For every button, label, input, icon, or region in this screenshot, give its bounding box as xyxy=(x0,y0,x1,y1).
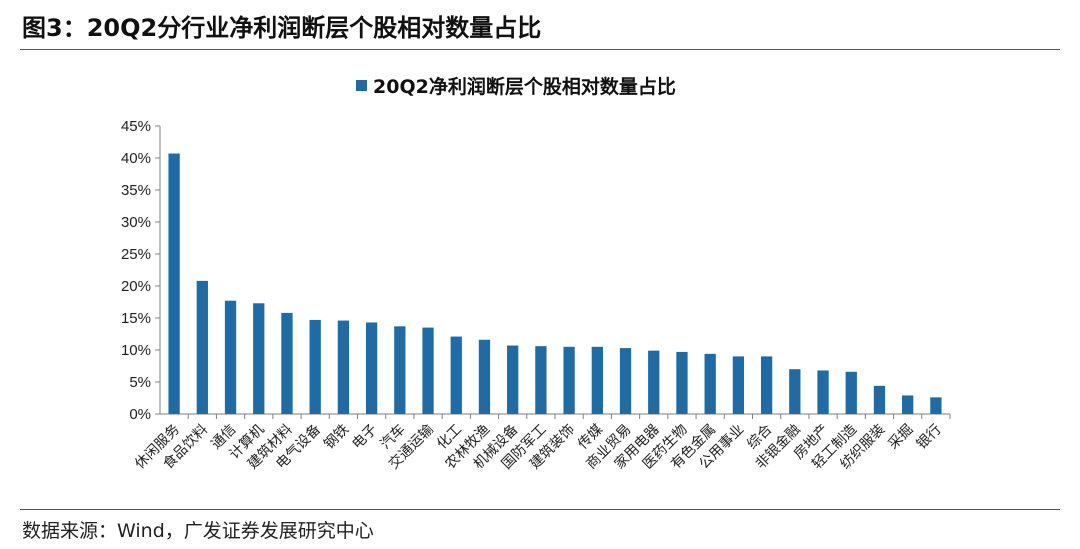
y-tick-label: 0% xyxy=(129,406,151,423)
bar xyxy=(535,346,547,414)
y-tick-label: 25% xyxy=(121,246,151,263)
bar xyxy=(760,356,773,414)
bar xyxy=(704,353,716,414)
bar xyxy=(422,327,434,414)
bar xyxy=(309,319,321,414)
bar xyxy=(817,370,829,414)
y-tick-label: 30% xyxy=(121,214,151,231)
y-tick-label: 15% xyxy=(121,310,151,327)
category-label: 采掘 xyxy=(885,422,916,453)
bar xyxy=(845,371,857,414)
bar xyxy=(930,397,942,414)
category-labels: 休闲服务食品饮料通信计算机建筑材料电气设备钢铁电子汽车交通运输化工农林牧渔机械设… xyxy=(132,421,945,473)
y-tick-label: 45% xyxy=(121,118,151,135)
legend-swatch xyxy=(356,80,367,91)
bar xyxy=(196,280,208,414)
bar xyxy=(478,339,491,414)
legend: 20Q2净利润断层个股相对数量占比 xyxy=(356,75,676,98)
source-note: 数据来源：Wind，广发证券发展研究中心 xyxy=(22,520,374,542)
bar xyxy=(168,153,180,414)
figure-title: 图3：20Q2分行业净利润断层个股相对数量占比 xyxy=(22,14,542,42)
category-label: 电子 xyxy=(349,422,380,453)
y-tick-label: 5% xyxy=(129,374,151,391)
bar xyxy=(394,326,406,414)
bar xyxy=(789,369,801,414)
bar xyxy=(563,346,575,414)
bar-chart: 20Q2净利润断层个股相对数量占比 0% 5% 10% 15% 20% 25% 30% 35%… xyxy=(121,75,951,473)
category-label: 钢铁 xyxy=(321,422,352,453)
x-axis xyxy=(160,413,951,419)
legend-label: 20Q2净利润断层个股相对数量占比 xyxy=(373,75,676,98)
y-tick-label: 10% xyxy=(121,342,151,359)
bar xyxy=(591,346,603,414)
bar xyxy=(648,350,660,414)
bar xyxy=(873,385,886,414)
y-tick-label: 35% xyxy=(121,182,151,199)
bars xyxy=(168,153,942,414)
footer-divider xyxy=(20,509,1060,510)
y-tick-label: 20% xyxy=(121,278,151,295)
category-label: 银行 xyxy=(914,422,945,453)
bar xyxy=(619,348,632,414)
bar xyxy=(337,320,350,414)
bar xyxy=(902,395,914,414)
bar xyxy=(507,345,519,414)
bar xyxy=(676,351,688,414)
title-divider xyxy=(20,49,1060,50)
bar xyxy=(224,300,237,414)
bar xyxy=(450,336,462,414)
bar xyxy=(253,303,265,414)
y-tick-label: 40% xyxy=(121,150,151,167)
bar xyxy=(365,322,378,414)
bar xyxy=(281,312,293,414)
bar xyxy=(732,356,745,414)
y-axis: 0% 5% 10% 15% 20% 25% 30% 35% 40% 45% xyxy=(121,118,161,423)
